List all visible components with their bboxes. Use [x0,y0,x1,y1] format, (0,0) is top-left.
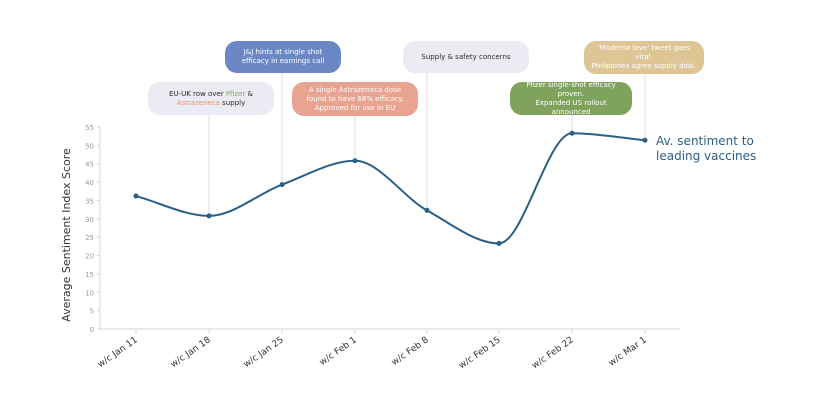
annotation-text: efficacy in earnings call [241,57,325,65]
annotation-text: Astrazeneca [176,98,220,107]
y-tick-label: 45 [85,161,94,169]
annotation-text: Philippines agree supply deal. [591,62,697,70]
annotation-text-line: 'Moderna love' tweet goes viral. [590,44,698,62]
annotation-text-line: Astrazeneca supply [177,99,246,108]
y-tick-label: 20 [85,253,94,261]
data-point-8 [642,137,648,143]
y-tick-label: 50 [85,142,94,150]
series-label: Av. sentiment to leading vaccines [656,134,758,163]
y-tick-label: 15 [85,271,94,279]
y-tick-label: 55 [85,124,94,132]
x-tick-label: w/c Jan 25 [242,335,286,370]
annotation-text: Pfizer single-shot efficacy proven. [526,80,616,98]
annotation-text-line: Expanded US rollout announced [516,99,626,117]
annotation-text-line: J&J hints at single shot [244,48,323,57]
chart-axes [99,127,680,330]
annotation-text-line: Philippines agree supply deal. [592,62,697,71]
annotation-text: Supply & safety concerns [421,52,511,61]
annotation-text: EU-UK row over [169,89,226,98]
x-tick-labels: w/c Jan 11 w/c Jan 18 w/c Jan 25 w/c Feb 1 w… [96,329,649,371]
data-point-4 [352,158,358,164]
x-tick-label: w/c Feb 8 [390,335,431,368]
annotation-text: Pfizer [225,89,246,98]
annotation-box: EU-UK row over Pfizer & Astrazeneca suppl… [148,82,274,115]
annotation-box: Supply & safety concerns [403,41,529,73]
x-tick-label: w/c Jan 11 [96,335,140,370]
x-tick-label: w/c Jan 18 [169,335,213,370]
annotation-text: J&J hints at single shot [243,48,323,56]
annotation-text-line: Pfizer single-shot efficacy proven. [516,81,626,99]
y-tick-label: 40 [85,179,94,187]
annotation-text-line: efficacy in earnings call [242,57,325,66]
annotation-text: supply [219,98,246,107]
x-tick-label: w/c Feb 15 [457,335,502,371]
annotation-box: J&J hints at single shot efficacy in earn… [225,41,341,73]
annotation-box: A single Astrazeneca dose found to have 6… [292,82,418,116]
y-axis-label: Average Sentiment Index Score [60,148,73,322]
series-line-av-sentiment [135,132,646,245]
y-tick-label: 0 [90,326,94,334]
data-point-6 [496,240,502,246]
x-tick-label: w/c Feb 22 [530,335,575,371]
x-tick-label: w/c Mar 1 [607,335,649,368]
data-point-3 [279,182,285,188]
annotation-text: & [245,89,253,98]
y-tick-label: 30 [85,216,94,224]
annotation-text-line: found to have 68% efficacy. [306,95,403,104]
annotation-text: A single Astrazeneca dose [308,85,402,94]
annotation-connector-lines [208,73,646,216]
y-tick-labels: 0 5 10 15 20 25 30 35 40 45 50 55 [85,124,100,334]
data-point-7 [569,130,575,136]
annotation-text: Approved for use in EU [314,103,396,112]
series-label-line-2: leading vaccines [656,149,756,163]
y-tick-label: 25 [85,234,94,242]
annotation-text-line: Supply & safety concerns [421,53,510,62]
data-point-5 [424,207,430,213]
annotation-box: Pfizer single-shot efficacy proven. Expan… [510,81,632,117]
annotation-text: found to have 68% efficacy. [306,94,404,103]
annotation-text-line: A single Astrazeneca dose [309,86,401,95]
data-point-1 [133,193,139,199]
data-point-2 [206,213,212,219]
series-label-line-1: Av. sentiment to [656,134,754,148]
series-points [133,130,648,246]
annotation-text: Expanded US rollout announced [535,98,607,116]
annotation-box: 'Moderna love' tweet goes viral. Philippi… [584,41,704,74]
annotation-text-line: Approved for use in EU [315,104,395,113]
x-tick-label: w/c Feb 1 [318,335,359,368]
y-tick-label: 10 [85,289,94,297]
annotation-text-line: EU-UK row over Pfizer & [169,90,253,99]
y-tick-label: 35 [85,197,94,205]
y-tick-label: 5 [90,308,94,316]
annotation-text: 'Moderna love' tweet goes viral. [597,44,691,61]
